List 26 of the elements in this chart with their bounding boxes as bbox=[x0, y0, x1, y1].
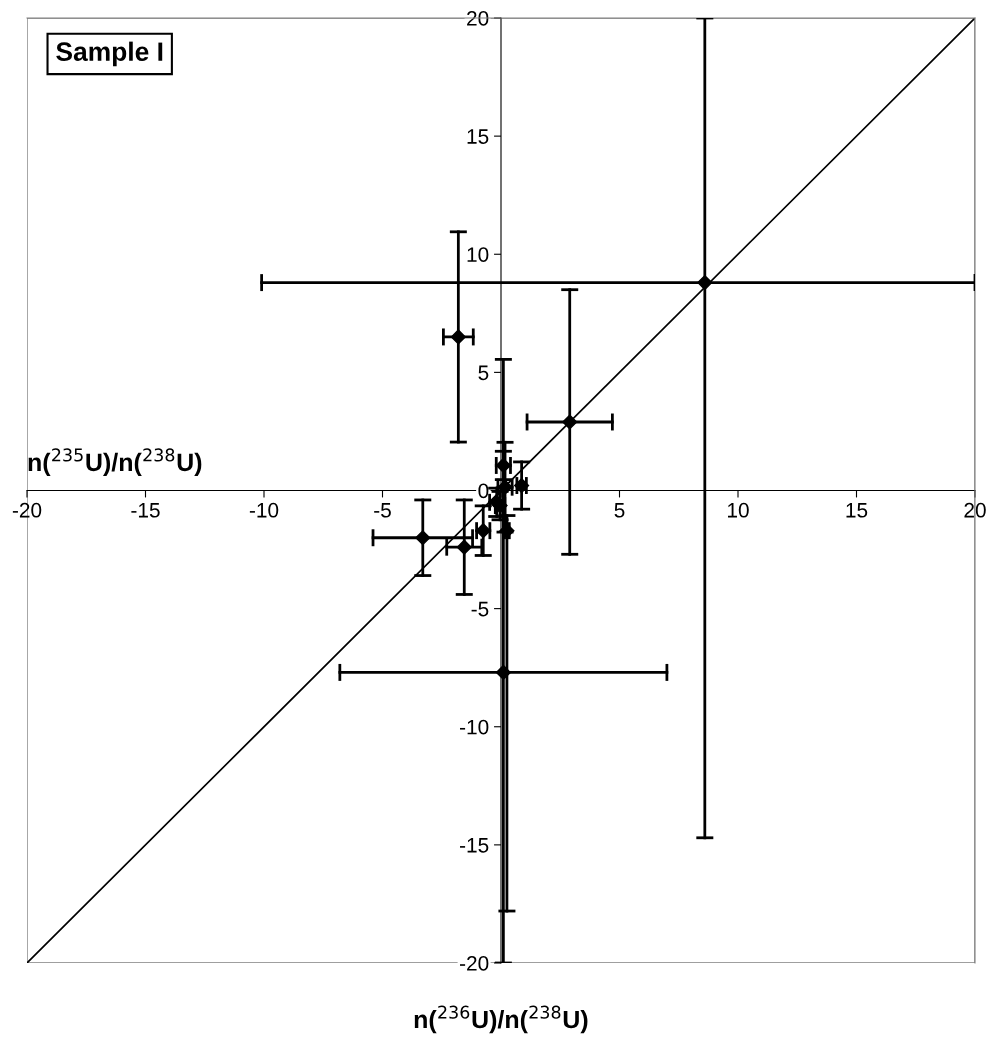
y-tick-label: -5 bbox=[471, 601, 489, 617]
point bbox=[450, 329, 466, 345]
y-axis-title: n($^{235}$U)/n($^{238}$U) bbox=[28, 448, 202, 477]
x-tick-label: 5 bbox=[614, 503, 625, 518]
y-tick-label: 5 bbox=[478, 365, 489, 381]
x-tick-label: 15 bbox=[846, 503, 868, 518]
x-tick-label: -10 bbox=[249, 502, 279, 518]
x-tick-label: -15 bbox=[131, 503, 160, 518]
point bbox=[697, 275, 713, 291]
y-tick-label: 0 bbox=[478, 483, 489, 499]
y-tick-label: -15 bbox=[460, 838, 489, 853]
x-tick-label: 10 bbox=[728, 502, 749, 518]
point bbox=[415, 530, 431, 546]
point bbox=[456, 539, 472, 555]
y-tick-label: -10 bbox=[460, 719, 489, 735]
y-tick-label: -20 bbox=[460, 956, 489, 971]
point bbox=[495, 664, 511, 680]
y-tick-label: 10 bbox=[467, 247, 489, 262]
y-tick-label: 15 bbox=[467, 129, 489, 144]
x-tick-label: 20 bbox=[964, 502, 986, 518]
x-tick-label: -20 bbox=[12, 502, 42, 518]
point bbox=[562, 414, 578, 430]
annotation: Sample I bbox=[56, 41, 163, 67]
x-axis-title: n($^{236}$U)/n($^{238}$U) bbox=[414, 1005, 588, 1034]
x-tick-label: -5 bbox=[374, 503, 391, 518]
y-tick-label: 20 bbox=[467, 11, 489, 26]
